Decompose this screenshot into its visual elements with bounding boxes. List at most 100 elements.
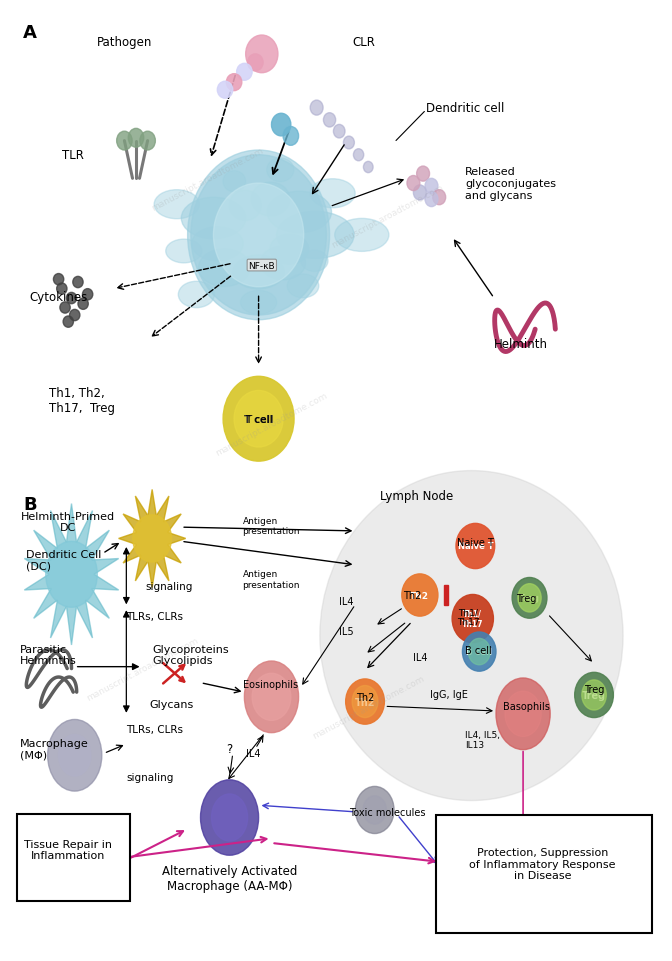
Text: Released
glycoconjugates
and glycans: Released glycoconjugates and glycans <box>465 167 556 201</box>
Bar <box>444 585 448 605</box>
Text: Cytokines: Cytokines <box>30 290 88 304</box>
Ellipse shape <box>496 678 550 750</box>
Ellipse shape <box>63 316 73 328</box>
Text: IgG, IgE: IgG, IgE <box>429 689 468 700</box>
Ellipse shape <box>353 150 364 161</box>
Text: B cell: B cell <box>464 645 491 655</box>
Ellipse shape <box>363 796 386 825</box>
Text: IL5: IL5 <box>339 627 354 636</box>
Ellipse shape <box>267 159 294 183</box>
Text: manuscript.aroadtome.com: manuscript.aroadtome.com <box>149 146 265 212</box>
Ellipse shape <box>283 128 298 146</box>
Ellipse shape <box>229 191 261 221</box>
Text: Th2: Th2 <box>355 697 375 706</box>
Ellipse shape <box>67 293 77 305</box>
Text: B cell: B cell <box>466 648 492 656</box>
Ellipse shape <box>192 228 243 261</box>
Text: ?: ? <box>226 743 233 755</box>
Ellipse shape <box>301 251 328 272</box>
Ellipse shape <box>234 391 283 448</box>
Text: Th1/
Th17: Th1/ Th17 <box>457 607 480 627</box>
Ellipse shape <box>241 291 277 315</box>
Ellipse shape <box>575 673 614 718</box>
Ellipse shape <box>140 132 155 151</box>
Text: Glycans: Glycans <box>149 700 193 709</box>
Text: Helminth-Primed
DC: Helminth-Primed DC <box>22 511 116 532</box>
FancyBboxPatch shape <box>436 815 652 932</box>
Ellipse shape <box>54 274 64 285</box>
Text: manuscript.aroadtome.com: manuscript.aroadtome.com <box>330 184 445 250</box>
Text: Dendritic cell: Dendritic cell <box>426 102 505 115</box>
Text: IL4: IL4 <box>339 596 353 606</box>
Ellipse shape <box>48 720 102 791</box>
Ellipse shape <box>46 542 97 607</box>
Text: Macrophage
(MΦ): Macrophage (MΦ) <box>20 738 89 760</box>
Text: Basophils: Basophils <box>503 702 550 711</box>
Ellipse shape <box>277 212 354 259</box>
Ellipse shape <box>187 151 329 320</box>
Text: T cell: T cell <box>245 414 272 424</box>
Ellipse shape <box>407 176 420 191</box>
Ellipse shape <box>133 515 171 562</box>
Text: manuscript.aroadtome.com: manuscript.aroadtome.com <box>310 673 426 740</box>
Text: T cell: T cell <box>244 414 274 424</box>
Ellipse shape <box>166 240 202 263</box>
Text: Naive T: Naive T <box>458 542 493 551</box>
Text: Antigen
presentation: Antigen presentation <box>243 516 300 535</box>
Ellipse shape <box>402 575 438 617</box>
Text: Th1, Th2,
Th17,  Treg: Th1, Th2, Th17, Treg <box>49 386 115 414</box>
Ellipse shape <box>468 639 490 665</box>
Text: TLR: TLR <box>62 149 84 162</box>
Ellipse shape <box>352 686 378 718</box>
Ellipse shape <box>271 114 291 136</box>
Text: Parasitic
Helminths: Parasitic Helminths <box>20 644 77 666</box>
Ellipse shape <box>343 136 354 150</box>
Ellipse shape <box>212 794 247 841</box>
Ellipse shape <box>518 584 541 612</box>
Ellipse shape <box>58 735 91 776</box>
Text: Protection, Suppression
of Inflammatory Response
in Disease: Protection, Suppression of Inflammatory … <box>469 848 616 880</box>
Ellipse shape <box>310 180 355 209</box>
Ellipse shape <box>217 82 233 99</box>
Ellipse shape <box>128 129 144 148</box>
Text: Antigen
presentation: Antigen presentation <box>243 570 300 589</box>
Text: Glycoproteins
Glycolipids: Glycoproteins Glycolipids <box>152 644 228 666</box>
Ellipse shape <box>117 132 132 151</box>
Text: Th2: Th2 <box>356 692 374 702</box>
Ellipse shape <box>462 632 496 672</box>
Text: Th1/
Th17: Th1/ Th17 <box>462 609 484 628</box>
Ellipse shape <box>512 578 547 619</box>
Ellipse shape <box>320 471 623 801</box>
Ellipse shape <box>223 172 245 192</box>
Ellipse shape <box>335 219 389 252</box>
Ellipse shape <box>198 250 250 287</box>
Text: signaling: signaling <box>146 581 193 591</box>
Text: TLRs, CLRs: TLRs, CLRs <box>126 611 183 621</box>
Ellipse shape <box>261 247 306 281</box>
Ellipse shape <box>245 661 298 733</box>
Polygon shape <box>24 504 119 646</box>
Ellipse shape <box>237 64 252 81</box>
Text: Helminth: Helminth <box>494 337 548 351</box>
Ellipse shape <box>270 234 308 265</box>
Text: Treg: Treg <box>582 690 606 701</box>
Ellipse shape <box>413 185 426 201</box>
Ellipse shape <box>181 198 246 239</box>
Ellipse shape <box>417 167 429 182</box>
Ellipse shape <box>200 780 259 855</box>
Text: B: B <box>23 495 37 513</box>
FancyBboxPatch shape <box>17 814 130 901</box>
Text: signaling: signaling <box>126 773 173 782</box>
Ellipse shape <box>73 277 83 288</box>
Ellipse shape <box>582 680 606 710</box>
Text: manuscript.aroadtome.com: manuscript.aroadtome.com <box>85 635 200 702</box>
Ellipse shape <box>323 113 336 128</box>
Ellipse shape <box>452 595 493 643</box>
Text: NF-κB: NF-κB <box>249 261 275 270</box>
Text: Th2: Th2 <box>411 591 429 600</box>
Ellipse shape <box>226 75 242 91</box>
Ellipse shape <box>247 55 263 72</box>
Text: Pathogen: Pathogen <box>97 37 153 49</box>
Text: Lymph Node: Lymph Node <box>380 489 454 502</box>
Ellipse shape <box>425 179 438 194</box>
